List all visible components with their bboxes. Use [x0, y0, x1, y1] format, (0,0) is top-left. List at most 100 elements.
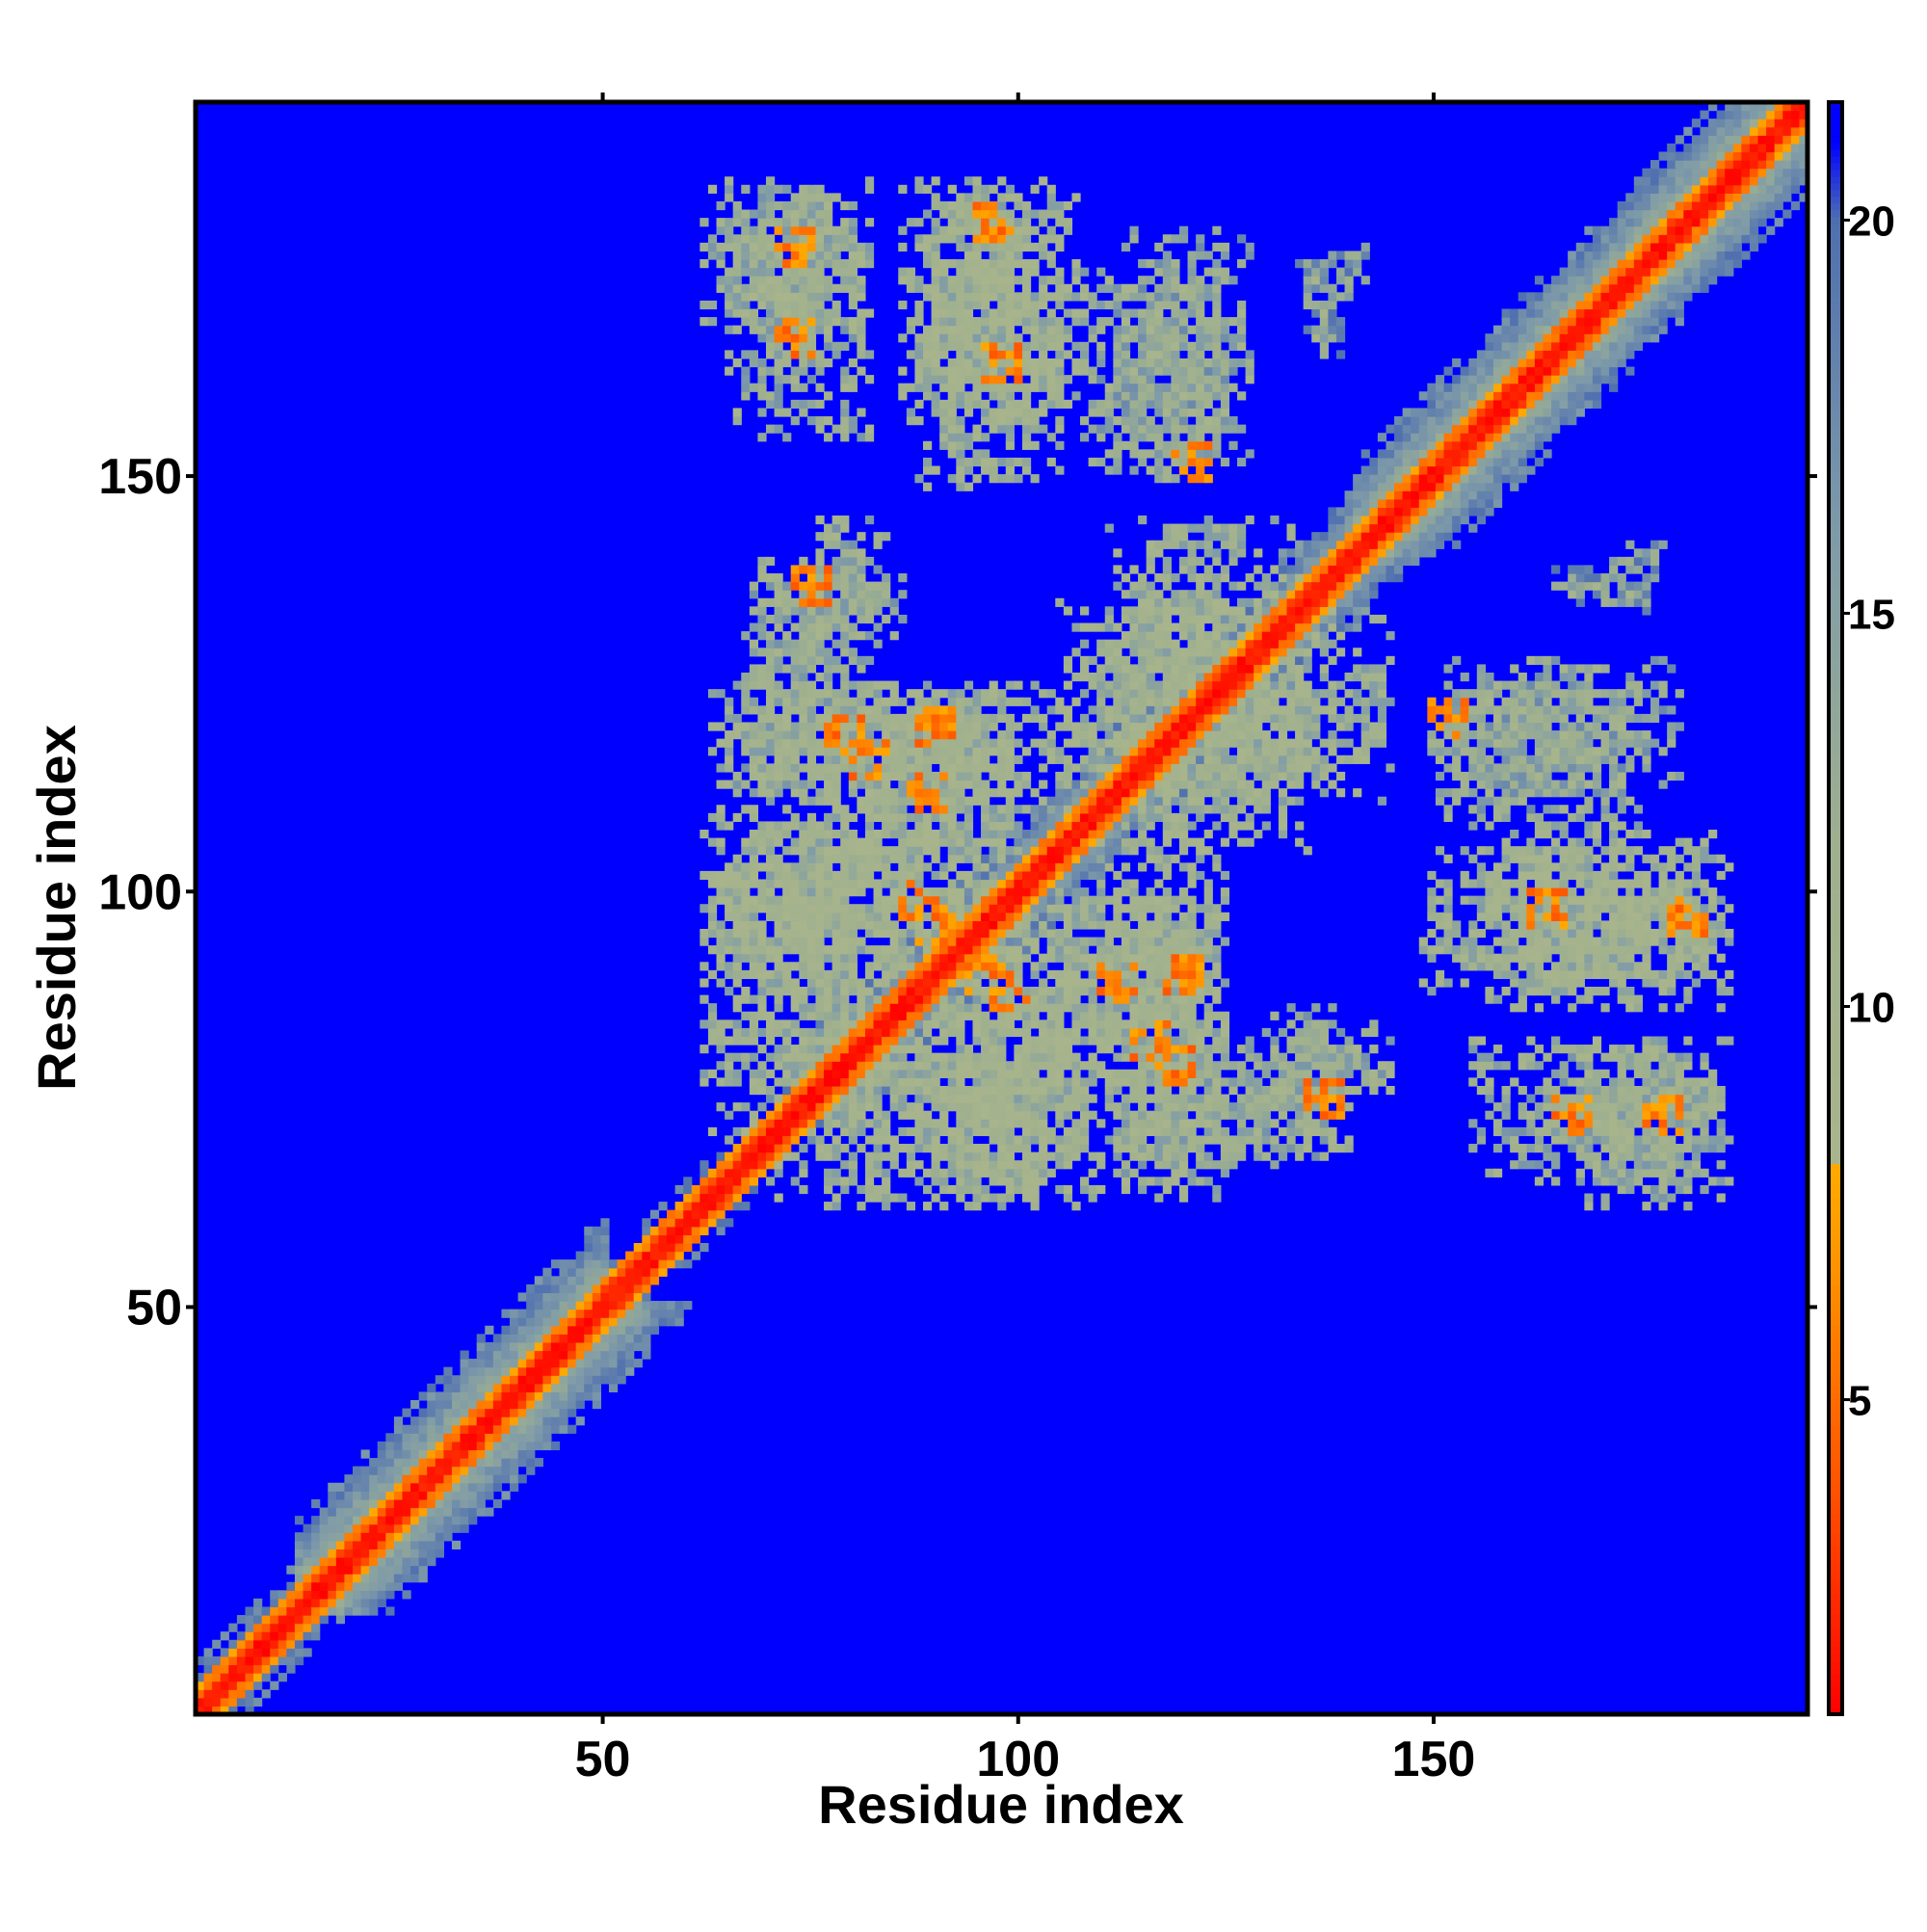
heatmap-cell — [906, 276, 916, 285]
heatmap-cell — [815, 218, 825, 227]
heatmap-cell — [848, 763, 858, 773]
heatmap-cell — [707, 689, 718, 699]
heatmap-cell — [410, 1498, 420, 1509]
heatmap-cell — [369, 1516, 379, 1525]
heatmap-cell — [815, 573, 825, 583]
heatmap-cell — [501, 1383, 511, 1392]
heatmap-cell — [468, 1449, 478, 1459]
heatmap-cell — [848, 383, 858, 392]
heatmap-cell — [832, 565, 841, 574]
heatmap-cell — [393, 1532, 404, 1542]
heatmap-cell — [956, 333, 965, 343]
heatmap-cell — [741, 987, 751, 996]
heatmap-cell — [922, 457, 933, 467]
heatmap-cell — [972, 317, 982, 327]
heatmap-cell — [806, 812, 817, 823]
heatmap-cell — [840, 1069, 850, 1078]
heatmap-cell — [790, 209, 800, 219]
heatmap-cell — [1121, 573, 1131, 583]
heatmap-cell — [1071, 648, 1081, 657]
heatmap-cell — [1138, 1135, 1148, 1145]
heatmap-cell — [360, 1498, 370, 1509]
heatmap-cell — [848, 1085, 858, 1096]
heatmap-cell — [476, 1408, 486, 1417]
heatmap-cell — [460, 1383, 469, 1392]
heatmap-cell — [749, 1119, 759, 1128]
heatmap-cell — [1071, 730, 1081, 740]
heatmap-cell — [741, 218, 751, 227]
heatmap-cell — [864, 846, 875, 856]
heatmap-cell — [427, 1540, 436, 1550]
heatmap-cell — [1088, 399, 1097, 410]
heatmap-cell — [774, 276, 783, 285]
heatmap-cell — [1039, 325, 1048, 334]
heatmap-cell — [377, 1540, 386, 1550]
heatmap-cell — [840, 978, 850, 988]
heatmap-cell — [1121, 1184, 1131, 1195]
heatmap-cell — [584, 1359, 594, 1368]
heatmap-cell — [857, 713, 866, 724]
heatmap-cell — [947, 325, 957, 334]
heatmap-cell — [956, 754, 965, 764]
heatmap-cell — [864, 829, 875, 839]
heatmap-cell — [1021, 895, 1032, 905]
heatmap-cell — [981, 763, 990, 773]
heatmap-cell — [840, 200, 850, 211]
heatmap-cell — [1005, 912, 1015, 921]
heatmap-cell — [700, 1184, 709, 1195]
heatmap-cell — [1096, 680, 1106, 690]
heatmap-cell — [542, 1441, 552, 1451]
heatmap-cell — [906, 738, 916, 748]
heatmap-cell — [1121, 1177, 1131, 1186]
heatmap-cell — [790, 788, 800, 798]
heatmap-cell — [1046, 200, 1056, 211]
heatmap-cell — [1021, 1003, 1032, 1013]
heatmap-cell — [277, 1615, 287, 1625]
heatmap-cell — [559, 1259, 568, 1269]
heatmap-cell — [749, 606, 759, 616]
heatmap-cell — [857, 276, 866, 285]
heatmap-cell — [765, 267, 776, 277]
heatmap-cell — [832, 829, 841, 839]
heatmap-cell — [873, 829, 883, 839]
heatmap-cell — [939, 920, 949, 930]
heatmap-cell — [1014, 308, 1023, 318]
heatmap-cell — [774, 366, 783, 376]
heatmap-cell — [649, 1325, 660, 1335]
heatmap-cell — [476, 1441, 486, 1451]
heatmap-cell — [1005, 341, 1015, 351]
heatmap-cell — [707, 1019, 718, 1029]
heatmap-cell — [1063, 812, 1073, 823]
heatmap-cell — [1046, 391, 1056, 401]
heatmap-cell — [848, 747, 858, 756]
heatmap-cell — [534, 1276, 543, 1285]
heatmap-cell — [385, 1532, 395, 1542]
heatmap-cell — [914, 375, 924, 384]
heatmap-cell — [873, 1151, 883, 1161]
heatmap-cell — [889, 697, 899, 706]
heatmap-cell — [1014, 837, 1023, 847]
heatmap-cell — [1030, 887, 1040, 897]
heatmap-cell — [824, 1094, 833, 1103]
heatmap-cell — [220, 1697, 229, 1707]
heatmap-cell — [1030, 1077, 1040, 1087]
heatmap-cell — [410, 1416, 420, 1426]
heatmap-cell — [906, 862, 916, 872]
heatmap-cell — [311, 1523, 321, 1533]
heatmap-cell — [328, 1581, 337, 1591]
heatmap-cell — [1088, 994, 1097, 1004]
heatmap-cell — [1129, 449, 1139, 459]
heatmap-cell — [1071, 846, 1081, 856]
heatmap-cell — [1096, 837, 1106, 847]
heatmap-cell — [377, 1590, 386, 1600]
heatmap-cell — [1039, 846, 1048, 856]
heatmap-cell — [964, 350, 974, 359]
heatmap-cell — [757, 1077, 767, 1087]
heatmap-cell — [732, 234, 742, 244]
heatmap-cell — [1121, 937, 1131, 946]
heatmap-cell — [725, 325, 734, 334]
heatmap-cell — [774, 870, 783, 881]
heatmap-cell — [1121, 738, 1131, 748]
heatmap-cell — [864, 350, 875, 359]
heatmap-cell — [873, 879, 883, 888]
